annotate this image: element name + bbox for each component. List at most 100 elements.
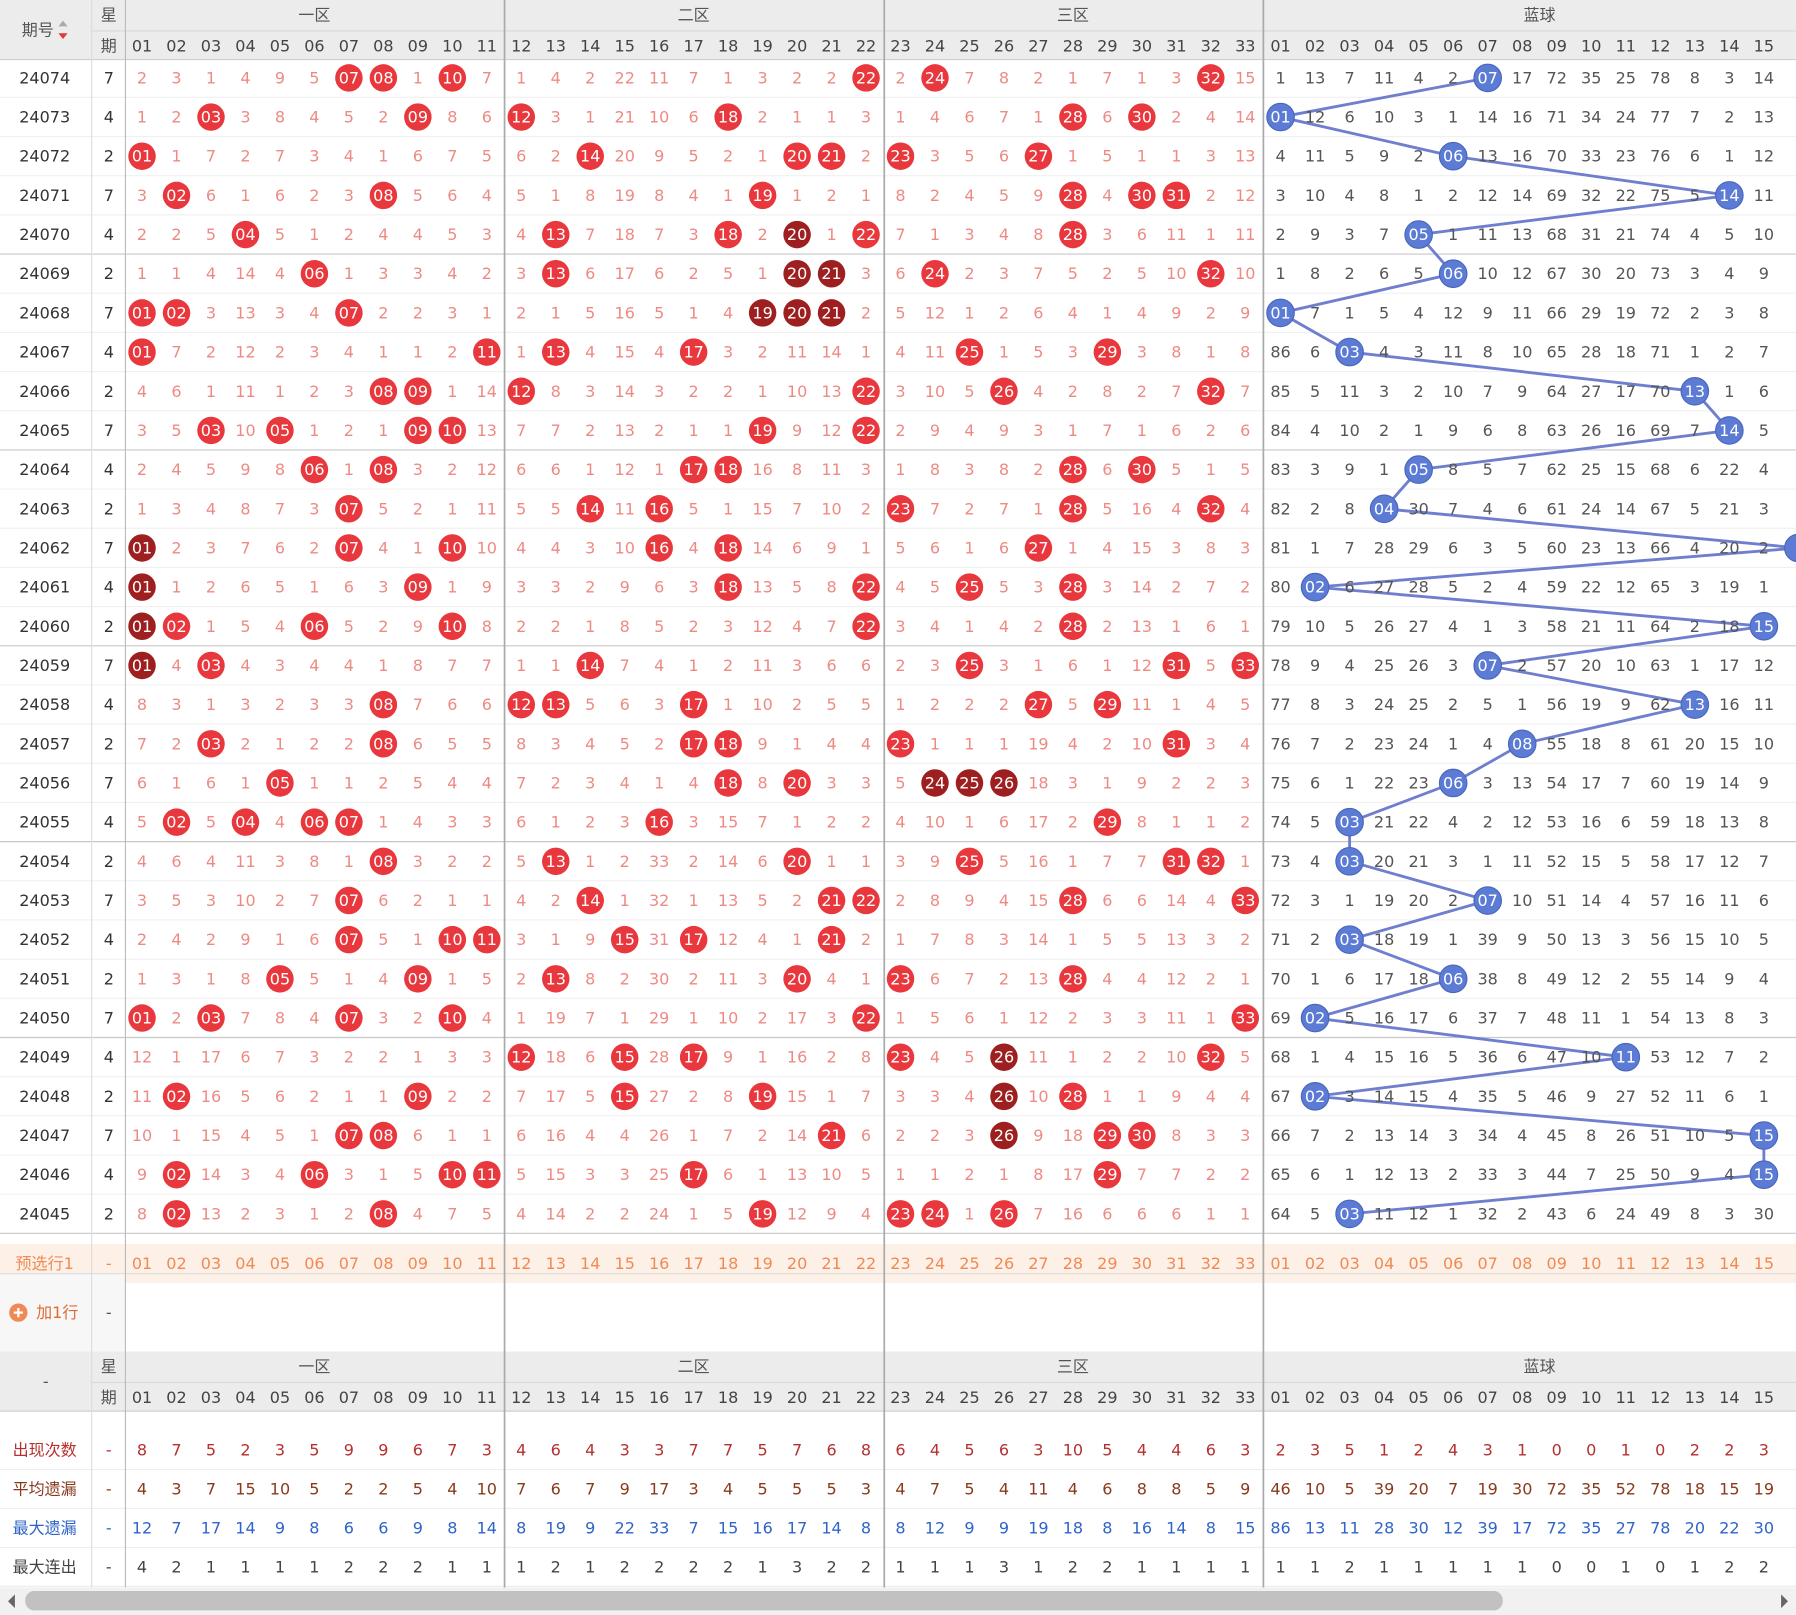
preselect-number[interactable]: 07	[339, 1254, 359, 1273]
preselect-number[interactable]: 26	[994, 1254, 1014, 1273]
scroll-thumb[interactable]	[25, 1590, 1503, 1611]
red-ball-number: 09	[408, 382, 428, 401]
stats-value: 1	[275, 1557, 285, 1576]
blue-omission: 24	[1408, 734, 1428, 753]
blue-ball	[1335, 925, 1364, 954]
red-omission: 1	[1206, 460, 1216, 479]
preselect-number[interactable]: 13	[1685, 1254, 1705, 1273]
red-omission: 10	[235, 421, 255, 440]
blue-ball	[1749, 1121, 1779, 1150]
preselect-number[interactable]: 14	[1719, 1254, 1739, 1273]
preselect-number[interactable]: 18	[718, 1254, 738, 1273]
red-ball	[369, 181, 398, 210]
red-omission: 20	[615, 147, 635, 166]
preselect-number[interactable]: 03	[201, 1254, 221, 1273]
stats-value: 5	[758, 1480, 768, 1499]
preselect-number[interactable]: 21	[821, 1254, 841, 1273]
preselect-number[interactable]: 17	[683, 1254, 703, 1273]
red-omission: 5	[964, 1048, 974, 1067]
red-ball	[748, 1082, 777, 1111]
preselect-number[interactable]: 12	[1650, 1254, 1670, 1273]
preselect-number[interactable]: 27	[1028, 1254, 1048, 1273]
blue-omission: 1	[1724, 147, 1734, 166]
preselect-number[interactable]: 16	[649, 1254, 669, 1273]
add-row-plus[interactable]	[13, 1308, 23, 1318]
blue-omission: 64	[1547, 382, 1567, 401]
preselect-number[interactable]: 05	[1408, 1254, 1428, 1273]
scrollbar[interactable]	[0, 1587, 1796, 1615]
column-number: 28	[1063, 36, 1083, 55]
preselect-number[interactable]: 07	[1477, 1254, 1497, 1273]
red-omission: 6	[930, 538, 940, 557]
blue-omission: 3	[1724, 1204, 1734, 1223]
preselect-number[interactable]: 01	[1270, 1254, 1290, 1273]
blue-ball-number: 06	[1443, 264, 1463, 283]
preselect-number[interactable]: 06	[304, 1254, 324, 1273]
preselect-number[interactable]: 09	[408, 1254, 428, 1273]
preselect-number[interactable]: 32	[1201, 1254, 1221, 1273]
stats-value: 17	[201, 1518, 221, 1537]
red-omission: 1	[758, 264, 768, 283]
stats-value: 2	[378, 1557, 388, 1576]
red-omission: 7	[723, 1126, 733, 1145]
blue-omission: 16	[1685, 891, 1705, 910]
preselect-number[interactable]: 08	[1512, 1254, 1532, 1273]
red-omission: 3	[723, 343, 733, 362]
preselect-number[interactable]: 24	[925, 1254, 945, 1273]
preselect-number[interactable]: 20	[787, 1254, 807, 1273]
column-number: 11	[1616, 36, 1636, 55]
preselect-number[interactable]: 02	[166, 1254, 186, 1273]
red-ball	[1197, 377, 1225, 406]
red-omission: 2	[826, 1048, 836, 1067]
preselect-number[interactable]: 33	[1235, 1254, 1255, 1273]
blue-omission: 8	[1483, 343, 1493, 362]
red-ball	[921, 64, 949, 92]
preselect-number[interactable]: 11	[477, 1254, 497, 1273]
preselect-number[interactable]: 10	[442, 1254, 462, 1273]
red-omission: 10	[477, 538, 497, 557]
preselect-number[interactable]: 04	[1374, 1254, 1394, 1273]
add-row-label[interactable]: 加1行	[36, 1303, 78, 1322]
preselect-number[interactable]: 06	[1443, 1254, 1463, 1273]
preselect-number[interactable]: 19	[752, 1254, 772, 1273]
scroll-right-arrow[interactable]	[1781, 1594, 1788, 1609]
preselect-number[interactable]: 14	[580, 1254, 600, 1273]
red-omission: 2	[758, 108, 768, 127]
preselect-number[interactable]: 13	[546, 1254, 566, 1273]
preselect-number[interactable]: 23	[890, 1254, 910, 1273]
preselect-number[interactable]: 09	[1547, 1254, 1567, 1273]
preselect-number[interactable]: 15	[1754, 1254, 1774, 1273]
preselect-number[interactable]: 11	[1616, 1254, 1636, 1273]
preselect-number[interactable]: 10	[1581, 1254, 1601, 1273]
preselect-number[interactable]: 05	[270, 1254, 290, 1273]
preselect-number[interactable]: 04	[235, 1254, 255, 1273]
preselect-number[interactable]: 28	[1063, 1254, 1083, 1273]
preselect-number[interactable]: 02	[1305, 1254, 1325, 1273]
preselect-number[interactable]: 22	[856, 1254, 876, 1273]
blue-omission: 5	[1724, 1126, 1734, 1145]
red-ball-number: 10	[442, 421, 462, 440]
column-number: 04	[1374, 36, 1394, 55]
red-omission: 3	[551, 578, 561, 597]
preselect-label[interactable]: 预选行1	[16, 1254, 74, 1273]
preselect-number[interactable]: 12	[511, 1254, 531, 1273]
preselect-number[interactable]: 31	[1166, 1254, 1186, 1273]
preselect-number[interactable]: 08	[373, 1254, 393, 1273]
preselect-number[interactable]: 30	[1132, 1254, 1152, 1273]
preselect-number[interactable]: 15	[615, 1254, 635, 1273]
red-omission: 6	[206, 186, 216, 205]
preselect-number[interactable]: 01	[132, 1254, 152, 1273]
preselect-number[interactable]: 25	[959, 1254, 979, 1273]
blue-omission: 21	[1616, 225, 1636, 244]
scroll-left-arrow[interactable]	[8, 1594, 15, 1609]
preselect-number[interactable]: 03	[1339, 1254, 1359, 1273]
red-ball-number: 33	[1235, 656, 1255, 675]
red-omission: 2	[171, 734, 181, 753]
red-omission: 5	[999, 186, 1009, 205]
red-omission: 1	[1102, 1087, 1112, 1106]
column-number: 28	[1063, 1388, 1083, 1407]
blue-ball	[1335, 337, 1364, 367]
red-ball	[1093, 1121, 1122, 1150]
red-omission: 6	[654, 578, 664, 597]
preselect-number[interactable]: 29	[1097, 1254, 1117, 1273]
